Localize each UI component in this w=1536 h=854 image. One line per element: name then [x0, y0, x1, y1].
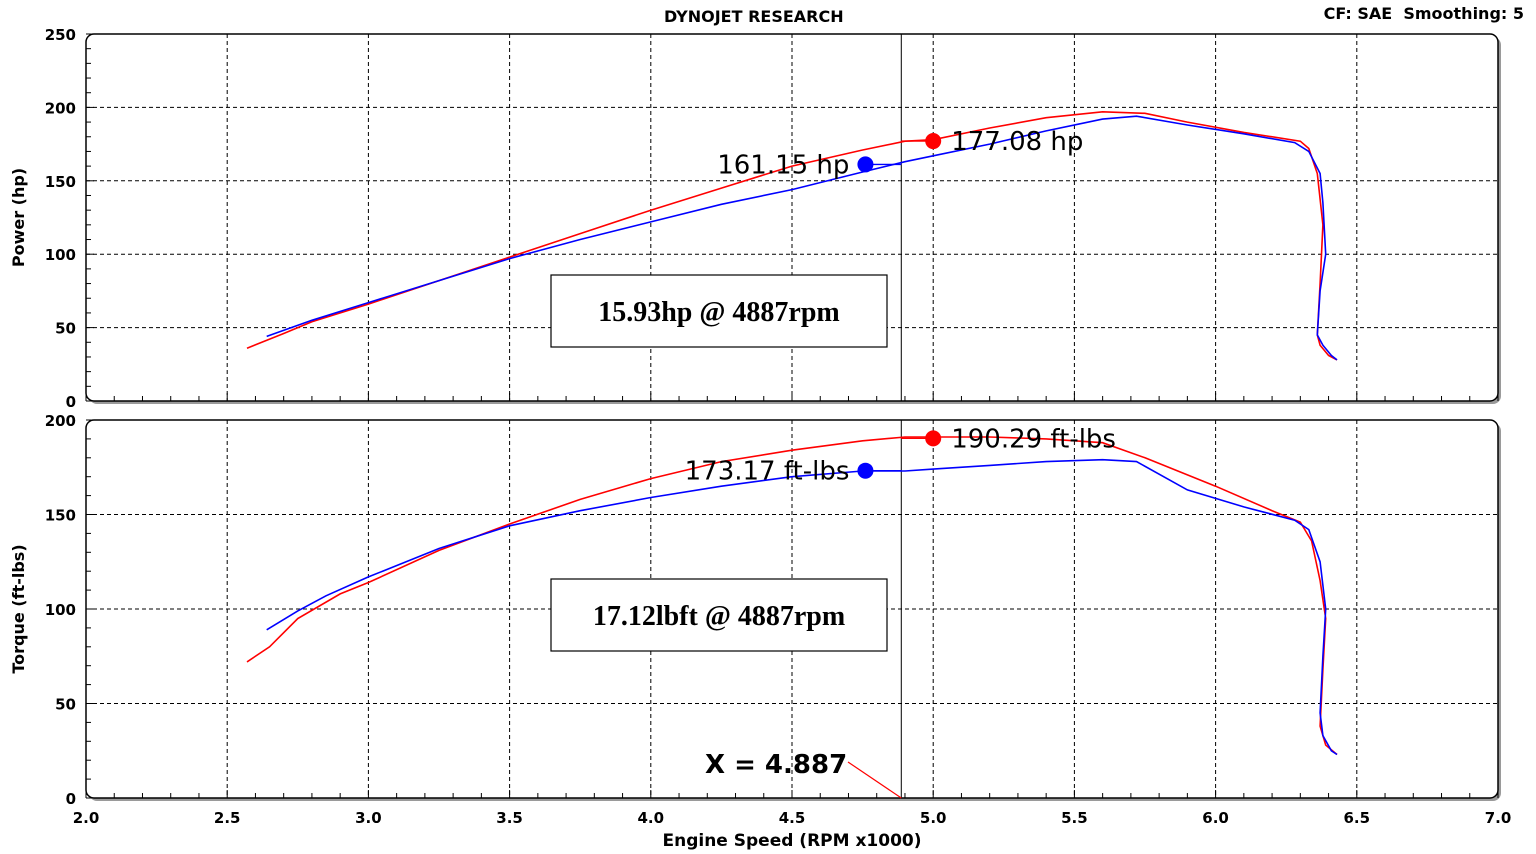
- annotation-text: 17.12lbft @ 4887rpm: [593, 601, 845, 632]
- x-tick-label: 6.5: [1344, 809, 1371, 827]
- x-tick-label: 5.5: [1061, 809, 1088, 827]
- y-tick-label: 0: [66, 393, 76, 411]
- marker-label: 161.15 hp: [717, 150, 849, 180]
- y-tick-label: 100: [45, 601, 76, 619]
- y-axis-label: Torque (ft-lbs): [9, 544, 28, 673]
- x-tick-label: 4.5: [779, 809, 806, 827]
- x-tick-label: 3.0: [355, 809, 382, 827]
- x-tick-label: 3.5: [496, 809, 523, 827]
- marker-point: [857, 462, 874, 479]
- cursor-readout-pointer: [847, 761, 902, 799]
- annotation-text: 15.93hp @ 4887rpm: [598, 297, 840, 328]
- y-tick-label: 50: [55, 320, 76, 338]
- x-tick-label: 6.0: [1202, 809, 1229, 827]
- series-line-blue: [266, 458, 1338, 756]
- marker-label: 173.17 ft-lbs: [685, 457, 850, 487]
- series-line-blue: [266, 115, 1338, 361]
- y-tick-label: 150: [45, 173, 76, 191]
- y-tick-label: 100: [45, 246, 76, 264]
- x-axis-label: Engine Speed (RPM x1000): [662, 831, 921, 851]
- marker-label: 177.08 hp: [951, 127, 1083, 157]
- y-tick-label: 150: [45, 507, 76, 525]
- panel-power: 0 50 100 150 200 250 Power (hp) 161.15 hp 177.08…: [9, 26, 1501, 411]
- chart-info: CF: SAE Smoothing: 5: [1323, 4, 1524, 23]
- annotation-box: [550, 578, 888, 652]
- x-tick-label: 5.0: [920, 809, 947, 827]
- panel-torque: 0 50 100 150 200 Torque (ft-lbs) 173.17 ft-lbs…: [9, 412, 1511, 851]
- x-tick-label: 7.0: [1485, 809, 1512, 827]
- cursor-readout: X = 4.887: [705, 750, 847, 780]
- y-tick-label: 200: [45, 412, 76, 430]
- marker-point: [925, 430, 942, 447]
- x-tick-label: 4.0: [638, 809, 665, 827]
- marker-point: [857, 156, 874, 173]
- y-tick-label: 0: [66, 790, 76, 808]
- y-tick-label: 50: [55, 696, 76, 714]
- annotation-box: [550, 274, 888, 348]
- y-tick-label: 250: [45, 26, 76, 44]
- marker-label: 190.29 ft-lbs: [951, 424, 1116, 454]
- chart-title: DYNOJET RESEARCH: [664, 7, 844, 26]
- x-tick-label: 2.5: [214, 809, 241, 827]
- x-tick-label: 2.0: [73, 809, 100, 827]
- marker-point: [925, 133, 942, 150]
- y-tick-label: 200: [45, 99, 76, 117]
- series-line-red: [246, 436, 1338, 756]
- y-axis-label: Power (hp): [9, 168, 28, 267]
